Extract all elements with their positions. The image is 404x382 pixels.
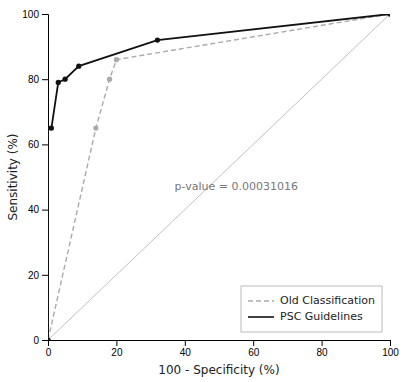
series-point	[387, 14, 390, 17]
reference-line	[48, 14, 390, 340]
x-tick: 20	[111, 340, 123, 358]
series-point	[48, 337, 51, 340]
x-tick-label: 60	[248, 347, 260, 358]
y-axis: 0 20 40 60 80 100	[22, 9, 48, 346]
series-point	[114, 57, 119, 62]
x-tick-label: 20	[111, 347, 123, 358]
y-axis-line	[42, 15, 49, 341]
series-point	[56, 80, 61, 85]
y-tick: 40	[28, 204, 48, 215]
legend-swatch	[248, 316, 274, 318]
y-tick-label: 100	[22, 9, 39, 20]
x-tick-mark	[116, 340, 117, 346]
legend-label: PSC Guidelines	[280, 310, 363, 323]
y-tick-mark	[42, 79, 48, 80]
y-tick-mark	[42, 14, 48, 15]
y-tick-mark	[42, 144, 48, 145]
x-axis-line	[49, 341, 391, 347]
x-tick-label: 100	[382, 347, 399, 358]
series-point	[107, 77, 112, 82]
x-tick-mark	[253, 340, 254, 346]
y-tick-mark	[42, 275, 48, 276]
series-point	[76, 64, 81, 69]
y-tick-mark	[42, 210, 48, 211]
x-tick-mark	[322, 340, 323, 346]
y-tick: 60	[28, 139, 48, 150]
series-point	[387, 14, 390, 17]
series-line	[48, 14, 390, 340]
y-tick-label: 0	[33, 335, 39, 346]
series-line	[48, 14, 390, 340]
y-tick: 100	[22, 9, 48, 20]
x-tick: 0	[46, 340, 52, 358]
series-point	[155, 37, 160, 42]
x-tick: 40	[180, 340, 192, 358]
y-tick: 0	[33, 335, 48, 346]
legend-label: Old Classification	[280, 294, 375, 307]
legend-swatch	[248, 300, 274, 302]
x-axis-title: 100 - Specificity (%)	[158, 363, 279, 377]
chart: 0 20 40 60 80 100 0 20 40 60 80 100 100 - Specificit…	[0, 0, 404, 382]
y-tick: 20	[28, 270, 48, 281]
x-axis: 0 20 40 60 80 100	[46, 340, 400, 358]
y-tick-label: 40	[28, 204, 40, 215]
x-tick: 60	[248, 340, 260, 358]
y-tick-label: 60	[28, 139, 40, 150]
series-point	[48, 337, 51, 340]
legend: Old Classification PSC Guidelines	[241, 286, 382, 332]
y-axis-title: Sensitivity (%)	[6, 133, 20, 220]
x-tick-mark	[185, 340, 186, 346]
annotation: p-value = 0.00031016	[175, 180, 298, 193]
x-tick-label: 0	[46, 347, 52, 358]
legend-frame	[241, 286, 382, 332]
series-point	[49, 126, 54, 131]
y-tick-label: 20	[28, 270, 40, 281]
y-tick-mark	[42, 340, 48, 341]
x-tick-mark	[390, 340, 391, 346]
series-point	[63, 77, 68, 82]
plot-area	[48, 14, 390, 340]
series-point	[93, 126, 98, 131]
x-tick-label: 80	[317, 347, 329, 358]
x-tick-label: 40	[180, 347, 192, 358]
x-tick: 80	[317, 340, 329, 358]
x-tick: 100	[382, 340, 399, 358]
y-tick: 80	[28, 74, 48, 85]
y-tick-label: 80	[28, 74, 40, 85]
